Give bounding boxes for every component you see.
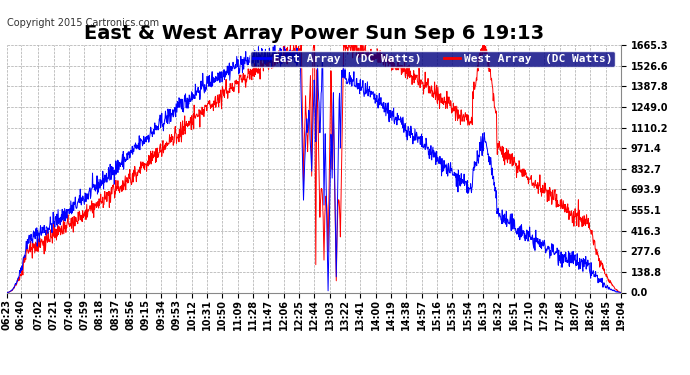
Text: Copyright 2015 Cartronics.com: Copyright 2015 Cartronics.com xyxy=(7,18,159,28)
Legend: East Array  (DC Watts), West Array  (DC Watts): East Array (DC Watts), West Array (DC Wa… xyxy=(250,51,615,67)
Title: East & West Array Power Sun Sep 6 19:13: East & West Array Power Sun Sep 6 19:13 xyxy=(84,24,544,44)
